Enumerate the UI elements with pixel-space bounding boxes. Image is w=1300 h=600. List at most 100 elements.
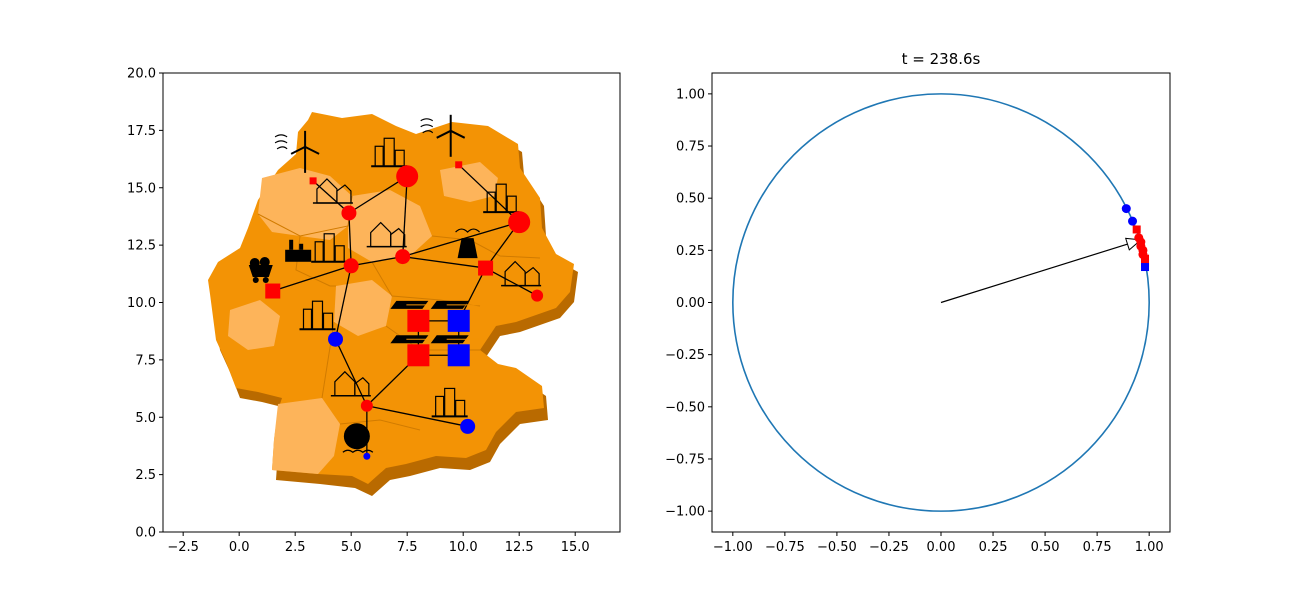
region-northwest [258,168,352,240]
map-edge [334,265,352,340]
town-icon [366,221,407,248]
y-tick-label: −1.00 [665,505,705,520]
region-north-central [348,190,432,262]
y-tick-label: 17.5 [127,124,156,139]
wind-turbine-icon [274,130,320,173]
map-edge [348,212,352,266]
solar-panel-icon [430,300,479,309]
factory [285,249,312,262]
y-tick-label: −0.25 [665,348,705,363]
map-edge [348,175,408,214]
turbine-blade [304,145,320,155]
phasor-content [732,93,1150,512]
city-icon [299,300,336,331]
x-tick-label: 0.25 [979,540,1008,555]
turbine-blade [290,145,306,155]
phasor-panel: t = 238.6s −1.00 −0.75 −0.50 −0.25 0.00 0.25 0… [665,50,1171,555]
map-node [341,205,357,221]
wind-lines [420,118,434,134]
solar-panel-icon [430,335,479,344]
chimney [289,239,294,250]
x-tick-label: −0.75 [765,540,805,555]
solar-panel-icon [390,300,439,309]
map-edge [485,267,538,297]
turbine-blade [450,129,466,139]
map-node [309,177,317,185]
city-icon [431,387,468,418]
industrial-city-icon [285,233,348,263]
map-node [447,309,470,332]
house [336,184,352,203]
y-tick-label: 7.5 [135,353,156,368]
x-tick-label: −0.50 [817,540,857,555]
x-tick-label: 12.5 [505,540,534,555]
unit-circle [732,93,1150,512]
map-edge [402,255,486,269]
town-icon [501,260,542,287]
turbine-blade [436,129,452,139]
region-west [228,300,280,350]
city-icon [483,183,520,214]
city-icon [371,137,408,168]
water [342,449,374,454]
map-node [478,260,494,276]
phasor-y-ticks: −1.00 −0.75 −0.50 −0.25 0.00 0.25 0.50 0.75 1.00 [665,87,712,520]
town-icon [330,370,371,397]
y-tick-label: 0.25 [676,244,705,259]
region-southwest [272,398,340,474]
map-node [455,161,463,169]
region-northeast [440,162,498,202]
y-tick-label: 5.0 [135,411,156,426]
wheel [262,277,269,284]
chimney [299,243,304,250]
map-edge [402,176,408,257]
phase-point [1141,258,1150,267]
region-middle [334,280,392,336]
phase-point [1141,263,1150,272]
y-tick-label: 0.0 [135,526,156,541]
y-tick-label: 0.00 [676,296,705,311]
x-tick-label: 0.0 [229,540,250,555]
coal-cart-icon [248,257,273,284]
phase-point [1128,216,1138,226]
y-tick-label: 1.00 [676,87,705,102]
x-tick-label: 2.5 [285,540,306,555]
phase-point [1141,254,1150,263]
x-tick-label: 1.00 [1135,540,1164,555]
power-plant-icon [455,228,481,259]
map-node [363,452,371,460]
phasor-title: t = 238.6s [902,50,981,68]
x-tick-label: 15.0 [561,540,590,555]
map-edge [366,405,468,428]
map-edge [272,265,352,292]
x-tick-label: −0.25 [869,540,909,555]
phase-point [1132,225,1141,234]
map-node [360,399,373,412]
map-node [508,211,531,234]
steam [455,228,481,233]
y-tick-label: 12.5 [127,239,156,254]
map-edge [402,221,520,258]
map-x-ticks: −2.5 0.0 2.5 5.0 7.5 10.0 12.5 15.0 [167,532,590,555]
x-tick-label: 0.75 [1083,540,1112,555]
wheel [252,277,259,284]
map-node [407,309,430,332]
phase-point [1121,204,1131,214]
x-tick-label: 0.00 [927,540,956,555]
y-tick-label: 15.0 [127,181,156,196]
x-tick-label: −2.5 [167,540,199,555]
coal [259,257,270,268]
y-tick-label: −0.50 [665,400,705,415]
phasor-x-ticks: −1.00 −0.75 −0.50 −0.25 0.00 0.25 0.50 0.75 1.00 [713,532,1164,555]
map-node [396,165,419,188]
wind-lines [274,134,288,150]
map-node [327,331,343,347]
x-tick-label: 0.50 [1031,540,1060,555]
y-tick-label: 20.0 [127,67,156,82]
y-tick-label: 0.75 [676,140,705,155]
x-tick-label: 10.0 [449,540,478,555]
map-edge [334,338,368,407]
house [390,227,406,247]
house [354,376,370,396]
